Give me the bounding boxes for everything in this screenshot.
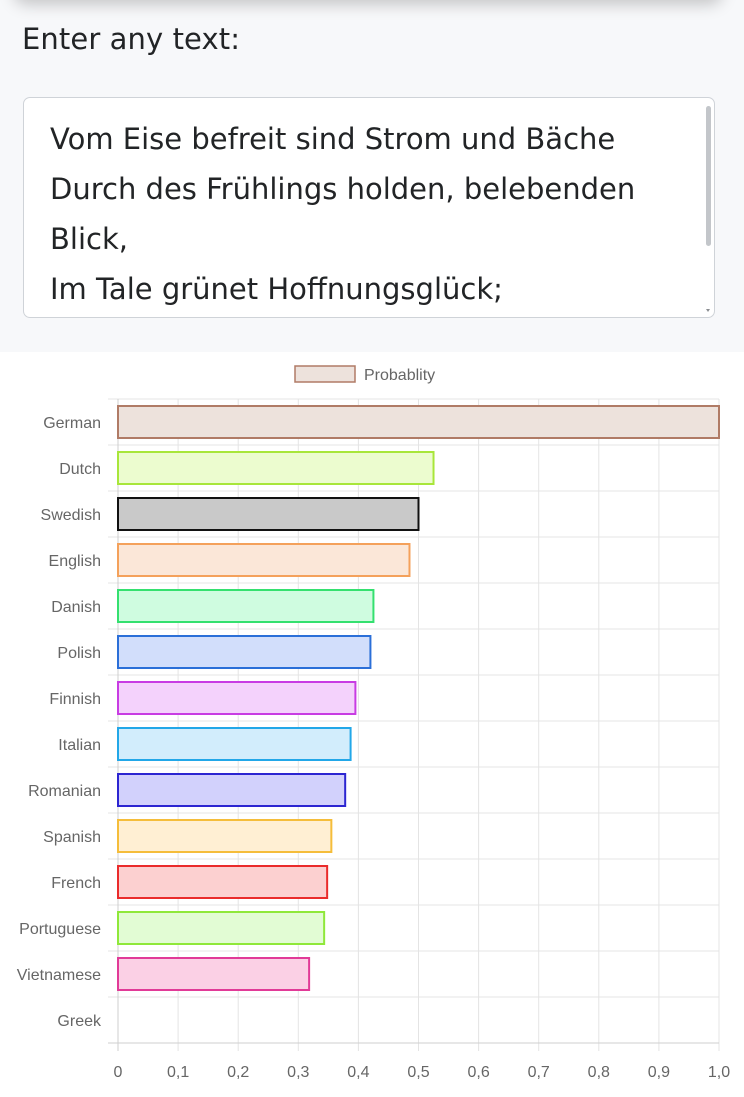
bar-swedish <box>117 497 420 531</box>
x-tick-label: 0,5 <box>407 1064 429 1081</box>
legend-swatch <box>294 365 356 383</box>
bar-polish <box>117 635 372 669</box>
bar-english <box>117 543 411 577</box>
bar-finnish <box>117 681 357 715</box>
y-tick-label: Polish <box>57 645 101 662</box>
bar-danish <box>117 589 375 623</box>
chart-canvas: 0 0,1 0,2 0,3 0,4 0,5 0,6 0,7 0,8 0,9 1,0 German Dut… <box>17 365 730 1081</box>
y-tick-label: Swedish <box>41 507 101 524</box>
y-tick-label: Danish <box>51 599 101 616</box>
y-tick-label: Romanian <box>28 783 101 800</box>
x-tick-label: 0,1 <box>167 1064 189 1081</box>
x-tick-label: 0,6 <box>467 1064 489 1081</box>
x-tick-label: 0,3 <box>287 1064 309 1081</box>
bar-german <box>117 405 720 439</box>
y-tick-label: Finnish <box>49 691 101 708</box>
x-tick-label: 0,8 <box>588 1064 610 1081</box>
y-tick-label: German <box>43 415 101 432</box>
bar-french <box>117 865 329 899</box>
text-input-value[interactable]: Vom Eise befreit sind Strom und Bäche Du… <box>50 122 636 306</box>
bar-italian <box>117 727 352 761</box>
scroll-down-arrow-icon[interactable] <box>706 309 710 312</box>
x-tick-label: 0,9 <box>648 1064 670 1081</box>
x-tick-label: 0,7 <box>528 1064 550 1081</box>
text-input-area[interactable]: Vom Eise befreit sind Strom und Bäche Du… <box>23 97 715 318</box>
text-input-panel: Enter any text: Vom Eise befreit sind St… <box>0 0 744 352</box>
y-tick-label: Greek <box>57 1013 102 1030</box>
y-tick-label: Portuguese <box>19 921 101 938</box>
y-tick-label: Vietnamese <box>17 967 101 984</box>
input-label: Enter any text: <box>22 22 241 56</box>
bar-vietnamese <box>117 957 311 991</box>
scrollbar-thumb[interactable] <box>706 106 711 246</box>
bar-dutch <box>117 451 435 485</box>
x-tick-label: 0 <box>114 1064 123 1081</box>
bar-romanian <box>117 773 347 807</box>
y-tick-label: Dutch <box>59 461 101 478</box>
x-tick-label: 1,0 <box>708 1064 730 1081</box>
y-tick-label: Italian <box>58 737 101 754</box>
y-tick-label: Spanish <box>43 829 101 846</box>
scrollbar[interactable] <box>704 100 713 314</box>
legend-label: Probablity <box>364 367 435 384</box>
y-tick-label: English <box>49 553 101 570</box>
bar-portuguese <box>117 911 326 945</box>
x-tick-label: 0,4 <box>347 1064 369 1081</box>
x-tick-label: 0,2 <box>227 1064 249 1081</box>
y-tick-label: French <box>51 875 101 892</box>
language-probability-chart: 0 0,1 0,2 0,3 0,4 0,5 0,6 0,7 0,8 0,9 1,0 German Dut… <box>0 352 744 1093</box>
bar-spanish <box>117 819 333 853</box>
